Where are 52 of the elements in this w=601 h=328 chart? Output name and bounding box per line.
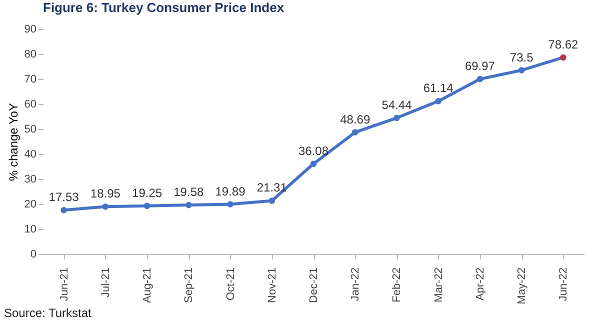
point <box>310 160 317 167</box>
point <box>144 202 150 210</box>
data-label: 21.31 <box>256 180 288 195</box>
data-label: 17.53 <box>48 190 80 204</box>
y-axis-title: % change YoY <box>6 102 20 182</box>
data-label: 19.25 <box>132 186 162 200</box>
data-label: 73.5 <box>510 50 534 64</box>
y-tick-label: 90 <box>24 24 36 36</box>
y-tick-label: 30 <box>24 174 36 186</box>
x-tick-label: May-22 <box>516 268 528 304</box>
x-tick-label: Nov-21 <box>266 268 278 303</box>
x-tick-label: Dec-21 <box>308 268 320 303</box>
point <box>185 202 192 208</box>
point <box>560 54 566 61</box>
point <box>394 114 400 122</box>
y-tick-label: 40 <box>24 148 36 160</box>
data-label: 48.69 <box>340 112 370 126</box>
data-label: 19.89 <box>215 184 246 198</box>
y-tick-label: 50 <box>24 124 36 136</box>
x-tick-label: Jul-21 <box>100 268 112 298</box>
data-label: 54.44 <box>382 98 412 112</box>
x-tick-label: Apr-22 <box>474 268 486 301</box>
x-tick-label: Jan-22 <box>350 268 362 302</box>
point <box>476 76 484 82</box>
y-tick-label: 10 <box>24 224 36 236</box>
point <box>518 67 525 74</box>
x-tick-label: Sep-21 <box>183 268 196 303</box>
x-tick-label: Oct-21 <box>224 268 237 301</box>
point <box>102 203 109 210</box>
y-tick-label: 70 <box>24 74 36 86</box>
data-label: 36.08 <box>298 144 329 158</box>
x-tick-label: Aug-21 <box>142 268 154 303</box>
point <box>352 129 358 136</box>
y-tick-label: 0 <box>30 248 36 260</box>
x-tick-label: Jun-22 <box>558 268 570 302</box>
data-label: 78.62 <box>548 37 579 52</box>
data-label: 19.58 <box>174 185 204 200</box>
y-tick-label: 60 <box>24 98 36 110</box>
y-tick-label: 80 <box>24 48 36 60</box>
point <box>60 207 67 214</box>
chart-title: Figure 6: Turkey Consumer Price Index <box>43 0 285 15</box>
x-tick-label: Jun-21 <box>58 268 70 302</box>
source-note: Source: Turkstat <box>3 306 92 320</box>
point <box>268 198 276 204</box>
data-label: 61.14 <box>423 81 454 96</box>
point <box>435 98 442 104</box>
data-label: 18.95 <box>90 186 121 201</box>
x-tick-label: Feb-22 <box>391 268 404 302</box>
x-tick-label: Mar-22 <box>432 268 445 302</box>
y-tick-label: 20 <box>24 198 36 210</box>
data-label: 69.97 <box>464 59 496 74</box>
point <box>227 201 234 208</box>
